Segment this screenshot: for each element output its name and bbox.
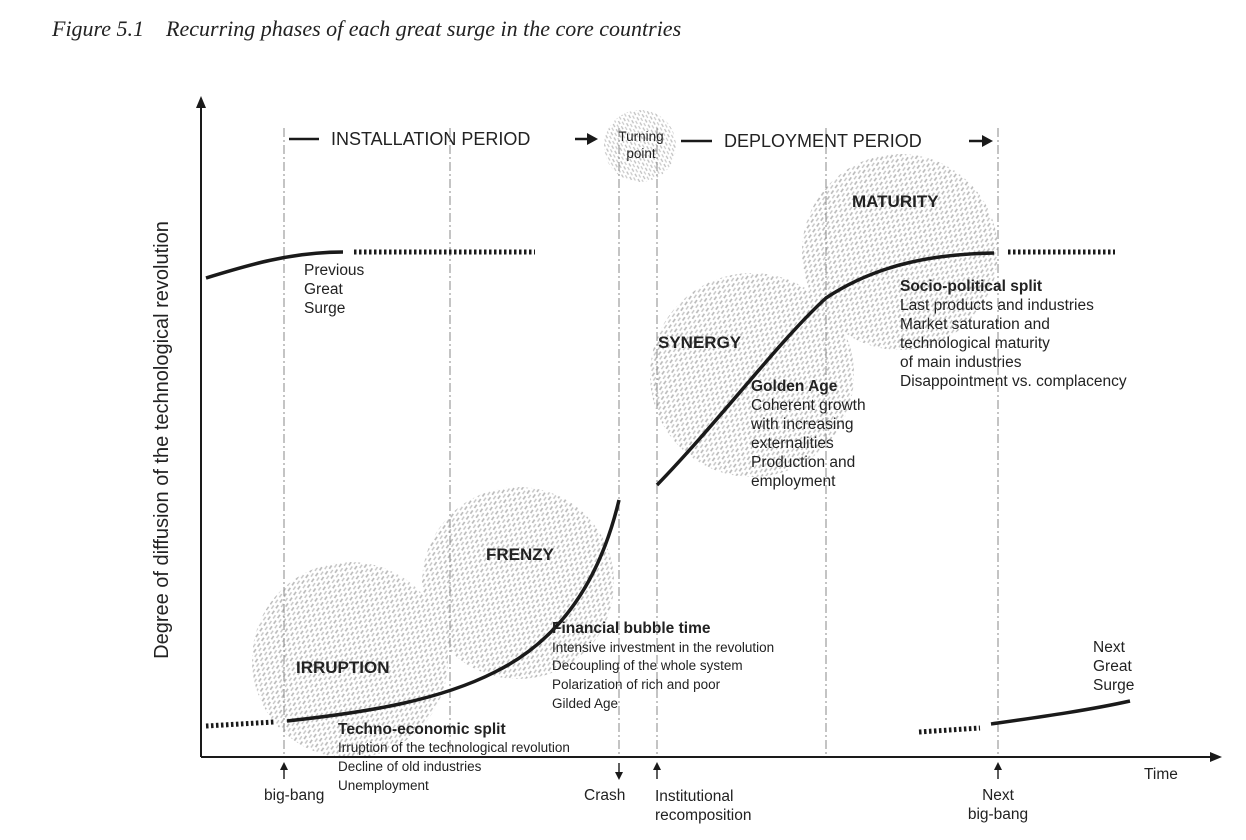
institutional-recomposition-line-1: Institutional — [655, 788, 733, 805]
golden-age-line-4: Production and — [751, 454, 855, 471]
golden-age-line-3: externalities — [751, 435, 834, 452]
socio-political-split-line-5: Disappointment vs. complacency — [900, 373, 1127, 390]
next-surge-line-3: Surge — [1093, 677, 1134, 694]
deployment-period-label: DEPLOYMENT PERIOD — [724, 131, 922, 151]
installation-period-label: INSTALLATION PERIOD — [331, 129, 530, 149]
socio-political-split-line-1: Last products and industries — [900, 297, 1094, 314]
big-bang-arrow-icon — [280, 762, 288, 770]
next-surge-lead-dots — [918, 725, 981, 735]
techno-economic-split-line-1: Irruption of the technological revolutio… — [338, 740, 570, 755]
socio-political-split-line-4: of main industries — [900, 354, 1022, 371]
financial-bubble-line-4: Gilded Age — [552, 696, 618, 711]
axes — [200, 106, 1212, 758]
financial-bubble-line-2: Decoupling of the whole system — [552, 658, 743, 673]
next-surge-curve — [990, 699, 1131, 726]
next-surge-line-2: Great — [1093, 658, 1132, 675]
institutional-recomposition-line-2: recomposition — [655, 807, 752, 824]
guide-lines — [283, 128, 999, 756]
installation-curve — [286, 499, 621, 723]
installation-arrow-icon — [587, 133, 598, 145]
golden-age-line-1: Coherent growth — [751, 397, 866, 414]
socio-political-split-title: Socio-political split — [900, 278, 1042, 295]
big-bang-label: big-bang — [264, 787, 324, 804]
x-axis-arrow — [1210, 752, 1222, 762]
techno-economic-split-title: Techno-economic split — [338, 721, 506, 738]
previous-surge-line-1: Previous — [304, 262, 365, 279]
phase-irruption: IRRUPTION — [296, 658, 390, 677]
recomposition-arrow-icon — [653, 762, 661, 770]
next-surge-line-1: Next — [1093, 639, 1126, 656]
golden-age-line-2: with increasing — [750, 416, 854, 433]
x-axis-label: Time — [1144, 766, 1178, 783]
next-big-bang-line-2: big-bang — [968, 806, 1028, 823]
financial-bubble-line-3: Polarization of rich and poor — [552, 677, 721, 692]
turning-point-line-2: point — [626, 146, 656, 161]
phase-frenzy: FRENZY — [486, 545, 555, 564]
irruption-texture — [252, 562, 448, 758]
turning-point-line-1: Turning — [618, 129, 663, 144]
turning-point-texture — [604, 110, 676, 182]
golden-age-title: Golden Age — [751, 378, 838, 395]
y-axis-label: Degree of diffusion of the technological… — [151, 221, 173, 659]
deployment-arrow-icon — [982, 135, 993, 147]
deployment-curve — [655, 251, 995, 487]
next-big-bang-line-1: Next — [982, 787, 1015, 804]
techno-economic-split-line-2: Decline of old industries — [338, 759, 482, 774]
maturity-texture — [802, 154, 998, 350]
phase-synergy: SYNERGY — [658, 333, 742, 352]
previous-surge-line-3: Surge — [304, 300, 345, 317]
frenzy-texture — [422, 487, 614, 679]
phase-maturity: MATURITY — [852, 192, 939, 211]
financial-bubble-title: Financial bubble time — [552, 620, 711, 637]
previous-surge-line-2: Great — [304, 281, 343, 298]
figure-title: Figure 5.1 Recurring phases of each grea… — [52, 16, 682, 41]
socio-political-split-line-2: Market saturation and — [900, 316, 1050, 333]
next-big-bang-arrow-icon — [994, 762, 1002, 770]
phase-textures — [252, 110, 998, 758]
techno-economic-split-line-3: Unemployment — [338, 778, 429, 793]
y-axis-arrow — [196, 96, 206, 108]
synergy-texture — [650, 273, 854, 477]
golden-age-line-5: employment — [751, 473, 836, 490]
socio-political-split-line-3: technological maturity — [900, 335, 1050, 352]
crash-arrow-icon — [615, 772, 623, 780]
previous-surge-curve — [205, 250, 344, 280]
installation-lead-dots — [205, 719, 275, 729]
crash-label: Crash — [584, 787, 625, 804]
financial-bubble-line-1: Intensive investment in the revolution — [552, 640, 774, 655]
